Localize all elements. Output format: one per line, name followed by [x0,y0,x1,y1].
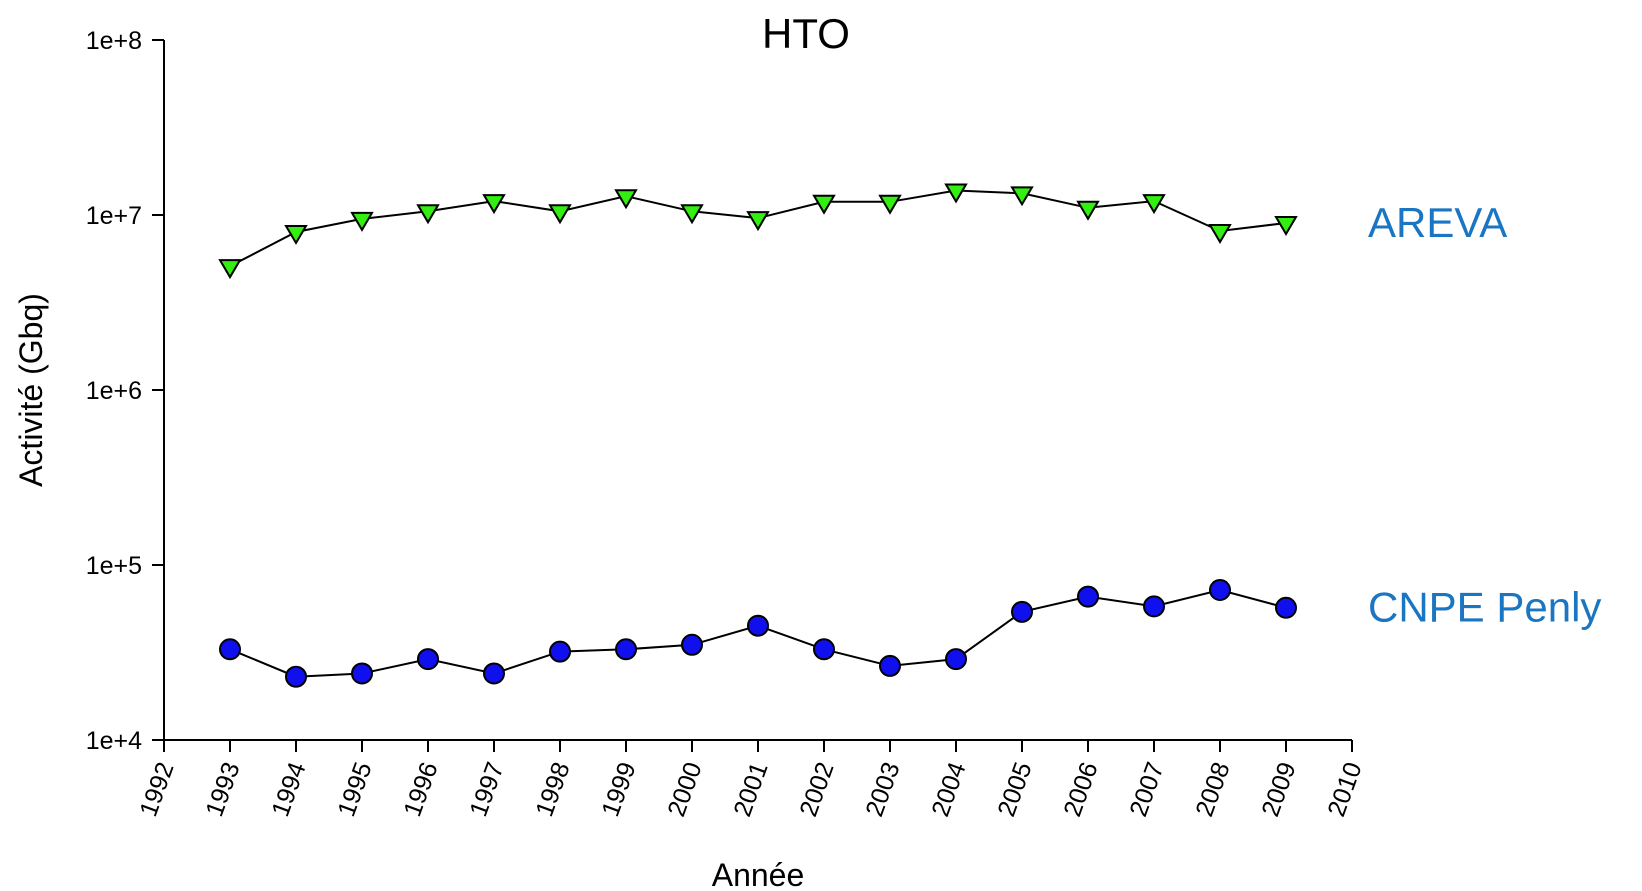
data-point [747,614,769,637]
x-tick-label: 2009 [1256,758,1301,820]
x-tick-label: 2004 [926,758,971,820]
x-tick-label: 1992 [134,758,179,820]
data-point [680,204,704,225]
x-tick-label: 2003 [860,758,905,820]
data-point [285,665,307,688]
data-point [1209,578,1231,601]
data-point [218,259,242,280]
data-point [1208,224,1232,244]
data-point [681,633,703,656]
data-point [614,189,638,210]
x-axis-label: Année [712,857,805,891]
x-tick-label: 2002 [794,758,839,820]
data-point [878,194,902,215]
x-tick-label: 2010 [1322,758,1367,820]
data-point [1274,216,1298,236]
x-tick-label: 2000 [662,758,707,820]
x-tick-label: 2001 [728,758,773,820]
data-point [350,211,374,232]
x-tick-label: 1993 [200,758,245,820]
x-tick-label: 2007 [1124,758,1169,820]
series-label: AREVA [1368,199,1507,246]
data-point [549,640,571,663]
data-point [219,638,241,661]
x-ticks: 1992 1993 1994 1995 1996 1997 1998 1999 2000 2001… [134,740,1368,820]
data-point [483,662,505,685]
data-point [482,194,506,215]
series-labels: AREVA CNPE Penly [1368,199,1601,631]
data-point [813,638,835,661]
data-point [417,648,439,671]
x-tick-label: 1996 [398,758,443,820]
y-tick-label: 1e+6 [86,377,142,405]
x-tick-label: 1995 [332,758,377,820]
y-tick-label: 1e+5 [86,552,142,580]
data-point [416,204,440,225]
series-layer [218,183,1298,688]
y-tick-label: 1e+4 [86,727,142,755]
data-point [879,654,901,677]
data-point [1011,600,1033,623]
data-point [1076,200,1100,221]
x-tick-label: 2006 [1058,758,1103,820]
data-point [351,662,373,685]
chart-title: HTO [762,10,850,57]
data-point [548,204,572,225]
data-point [1143,595,1165,618]
x-tick-label: 1994 [266,758,311,820]
x-tick-label: 1998 [530,758,575,820]
series-label: CNPE Penly [1368,584,1601,631]
data-point [1010,186,1034,207]
data-point [812,194,836,215]
data-point [1077,585,1099,608]
data-point [615,638,637,661]
y-axis-label: Activité (Gbq) [13,293,49,487]
series-0 [218,183,1298,280]
data-point [944,183,968,204]
data-point [945,648,967,671]
data-point [1142,194,1166,215]
x-tick-label: 2005 [992,758,1037,820]
series-1 [219,578,1297,688]
x-tick-label: 1997 [464,758,509,820]
y-ticks: 1e+4 1e+5 1e+6 1e+7 1e+8 [86,27,164,755]
data-point [1275,596,1297,619]
data-point [284,224,308,245]
y-tick-label: 1e+8 [86,27,142,55]
data-point [746,211,770,232]
x-tick-label: 1999 [596,758,641,820]
y-tick-label: 1e+7 [86,202,142,230]
x-tick-label: 2008 [1190,758,1235,820]
